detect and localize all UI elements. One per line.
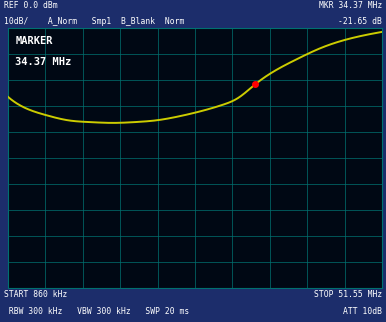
Text: MARKER: MARKER: [15, 36, 53, 46]
Text: START 860 kHz: START 860 kHz: [4, 290, 67, 299]
Text: ATT 10dB: ATT 10dB: [343, 307, 382, 316]
Text: 34.37 MHz: 34.37 MHz: [15, 57, 72, 67]
Text: STOP 51.55 MHz: STOP 51.55 MHz: [314, 290, 382, 299]
Text: 10dB/    A_Norm   Smp1  B_Blank  Norm: 10dB/ A_Norm Smp1 B_Blank Norm: [4, 17, 184, 26]
Text: RBW 300 kHz   VBW 300 kHz   SWP 20 ms: RBW 300 kHz VBW 300 kHz SWP 20 ms: [4, 307, 189, 316]
Text: MKR 34.37 MHz: MKR 34.37 MHz: [319, 1, 382, 10]
Text: REF 0.0 dBm: REF 0.0 dBm: [4, 1, 58, 10]
Text: -21.65 dB: -21.65 dB: [338, 17, 382, 26]
